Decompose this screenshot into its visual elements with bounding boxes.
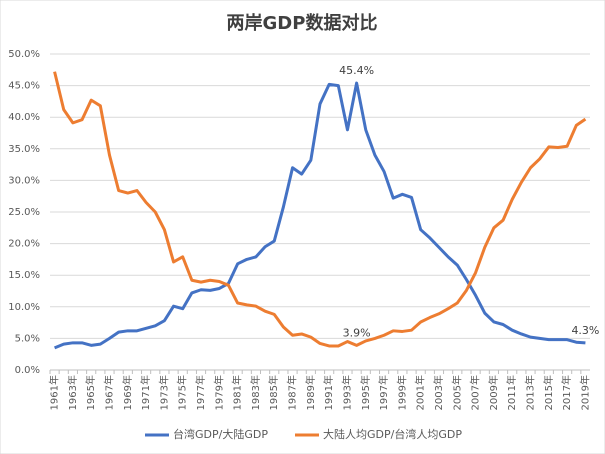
y-tick-label: 25.0% xyxy=(8,207,40,218)
x-tick-label: 2005年 xyxy=(450,375,463,410)
series-line xyxy=(54,81,586,350)
x-tick-label: 2013年 xyxy=(524,375,537,410)
x-tick-label: 1985年 xyxy=(267,375,280,410)
x-tick-label: 2011年 xyxy=(505,375,518,410)
x-tick-label: 2001年 xyxy=(414,375,427,410)
chart-title: 两岸GDP数据对比 xyxy=(227,12,378,34)
x-tick-label: 1973年 xyxy=(157,375,170,410)
x-tick-label: 2019年 xyxy=(578,375,591,410)
x-tick-label: 1987年 xyxy=(286,375,299,410)
x-tick-label: 1981年 xyxy=(231,375,244,410)
y-tick-label: 15.0% xyxy=(8,270,40,281)
y-tick-label: 45.0% xyxy=(8,81,40,92)
x-tick-label: 2015年 xyxy=(542,375,555,410)
x-tick-label: 1989年 xyxy=(304,375,317,410)
y-tick-label: 5.0% xyxy=(15,333,40,344)
x-tick-label: 2007年 xyxy=(469,375,482,410)
legend-label: 台湾GDP/大陆GDP xyxy=(173,427,268,441)
x-tick-label: 1999年 xyxy=(395,375,408,410)
y-tick-label: 35.0% xyxy=(8,144,40,155)
series-line xyxy=(53,71,587,348)
x-tick-label: 1969年 xyxy=(121,375,134,410)
x-tick-label: 1975年 xyxy=(176,375,189,410)
x-tick-label: 2017年 xyxy=(560,375,573,410)
x-tick-label: 1965年 xyxy=(84,375,97,410)
x-tick-label: 1961年 xyxy=(48,375,61,410)
y-tick-label: 20.0% xyxy=(8,239,40,250)
data-label: 3.9% xyxy=(343,326,371,339)
x-tick-label: 1991年 xyxy=(322,375,335,410)
x-tick-label: 1983年 xyxy=(249,375,262,410)
data-label: 4.3% xyxy=(571,324,599,337)
y-tick-label: 30.0% xyxy=(8,175,40,186)
y-tick-label: 0.0% xyxy=(15,365,40,376)
y-tick-label: 40.0% xyxy=(8,112,40,123)
x-tick-label: 1971年 xyxy=(139,375,152,410)
x-tick-label: 1977年 xyxy=(194,375,207,410)
x-tick-label: 2009年 xyxy=(487,375,500,410)
y-tick-label: 10.0% xyxy=(8,302,40,313)
legend-label: 大陆人均GDP/台湾人均GDP xyxy=(323,427,462,441)
x-tick-label: 1997年 xyxy=(377,375,390,410)
x-tick-label: 1967年 xyxy=(102,375,115,410)
x-tick-label: 1963年 xyxy=(66,375,79,410)
x-tick-label: 1993年 xyxy=(340,375,353,410)
x-tick-label: 1979年 xyxy=(212,375,225,410)
data-label: 45.4% xyxy=(339,64,374,77)
x-tick-label: 2003年 xyxy=(432,375,445,410)
y-tick-label: 50.0% xyxy=(8,49,40,60)
x-tick-label: 1995年 xyxy=(359,375,372,410)
